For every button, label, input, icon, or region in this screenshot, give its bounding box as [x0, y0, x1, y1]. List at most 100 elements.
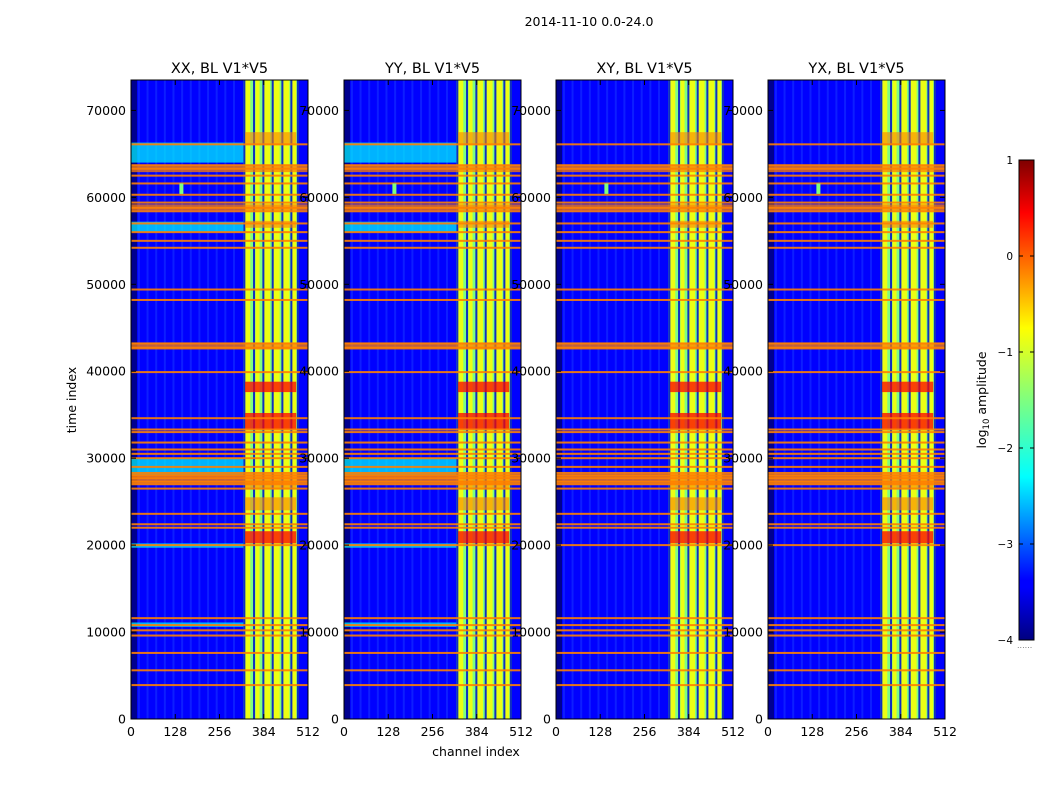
colorbar-tick-label: 1 — [1006, 155, 1013, 167]
flag-row — [344, 544, 521, 547]
rfi-spot — [816, 183, 821, 194]
flag-row — [344, 174, 521, 177]
flag-row — [556, 431, 733, 434]
rfi-subband — [504, 80, 510, 719]
y-tick-label: 70000 — [86, 103, 126, 118]
rfi-subband — [477, 80, 483, 719]
flag-row — [556, 448, 733, 451]
rfi-subband — [689, 80, 695, 719]
noise-stripe — [588, 80, 591, 719]
flag-row — [556, 457, 733, 460]
y-tick-label: 60000 — [299, 190, 339, 205]
panel-0: XX, BL V1*V5 0 128 256 384 512 0 10000 20000 3000… — [86, 61, 320, 739]
y-tick-label: 70000 — [511, 103, 551, 118]
rfi-subband — [486, 80, 493, 719]
x-tick-label: 512 — [933, 724, 957, 739]
flag-row — [131, 231, 308, 234]
flag-row — [344, 634, 521, 637]
flag-row — [344, 684, 521, 687]
x-tick-label: 384 — [889, 724, 913, 739]
y-tick-label: 70000 — [299, 103, 339, 118]
rfi-spot — [604, 183, 609, 194]
noise-stripe — [402, 80, 405, 719]
noise-stripe — [155, 80, 158, 719]
flag-row — [768, 431, 945, 434]
rfi-burst — [245, 381, 297, 393]
noise-stripe — [368, 80, 371, 719]
flag-row — [131, 526, 308, 529]
flag-block — [131, 473, 308, 485]
flag-row — [131, 182, 308, 185]
noise-stripe — [437, 80, 440, 719]
noise-stripe — [809, 80, 812, 719]
flag-row — [344, 452, 521, 455]
flag-block — [556, 342, 733, 350]
band-gap — [296, 80, 299, 719]
flag-row — [131, 457, 308, 460]
flag-row — [344, 523, 521, 526]
band-gap — [484, 80, 487, 719]
colorbar-tick-label: −1 — [998, 347, 1013, 359]
noise-stripe — [861, 80, 864, 719]
flag-row — [556, 465, 733, 468]
y-tick-label: 30000 — [511, 451, 551, 466]
noise-stripe — [800, 80, 803, 719]
flag-row — [768, 617, 945, 620]
flag-row — [768, 222, 945, 225]
rfi-subband — [291, 80, 297, 719]
flag-row — [556, 452, 733, 455]
flag-row — [768, 624, 945, 627]
rfi-subband — [670, 80, 676, 719]
band-gap — [890, 80, 893, 719]
rfi-patch — [882, 482, 934, 489]
band-gap — [721, 80, 724, 719]
x-tick-label: 512 — [721, 724, 745, 739]
band-gap — [908, 80, 911, 719]
flag-row — [768, 487, 945, 490]
flag-row — [768, 634, 945, 637]
flag-row — [556, 651, 733, 654]
colorbar: 1 0 −1 −2 −3 −4 log10 amplitude ...... — [974, 155, 1035, 650]
noise-stripe — [359, 80, 362, 719]
flag-row — [556, 471, 733, 474]
flag-row — [344, 231, 521, 234]
figure-suptitle: 2014-11-10 0.0-24.0 — [525, 14, 654, 29]
flag-row — [131, 201, 308, 204]
noise-stripe — [181, 80, 184, 719]
flag-row — [131, 624, 308, 627]
flag-row — [556, 629, 733, 632]
band-gap — [456, 80, 459, 719]
flag-row — [131, 629, 308, 632]
flag-row — [344, 201, 521, 204]
flag-row — [556, 222, 733, 225]
flag-row — [556, 441, 733, 444]
flag-row — [344, 483, 521, 486]
flag-row — [556, 544, 733, 547]
flag-row — [768, 629, 945, 632]
noise-stripe — [614, 80, 617, 719]
flag-row — [131, 684, 308, 687]
panel-title: YY, BL V1*V5 — [384, 61, 480, 77]
flag-row — [768, 441, 945, 444]
band-gap — [281, 80, 284, 719]
flag-row — [344, 471, 521, 474]
flag-row — [556, 523, 733, 526]
flag-row — [131, 288, 308, 291]
rfi-subband — [920, 80, 927, 719]
broadband-band — [131, 142, 244, 163]
x-tick-label: 128 — [376, 724, 400, 739]
x-tick-label: 384 — [677, 724, 701, 739]
band-gap — [243, 80, 246, 719]
flag-row — [344, 431, 521, 434]
panel-title: YX, BL V1*V5 — [807, 61, 904, 77]
flag-row — [344, 457, 521, 460]
broadband-band — [344, 142, 457, 163]
x-tick-label: 0 — [764, 724, 772, 739]
flag-row — [344, 210, 521, 213]
panel-title: XY, BL V1*V5 — [596, 61, 692, 77]
panel-3: YX, BL V1*V5 0 128 256 384 512 0 10000 20000 3000… — [723, 61, 957, 739]
colorbar-tick-label: 0 — [1006, 251, 1013, 263]
rfi-burst — [458, 412, 510, 430]
band-gap — [899, 80, 902, 719]
y-tick-label: 60000 — [511, 190, 551, 205]
